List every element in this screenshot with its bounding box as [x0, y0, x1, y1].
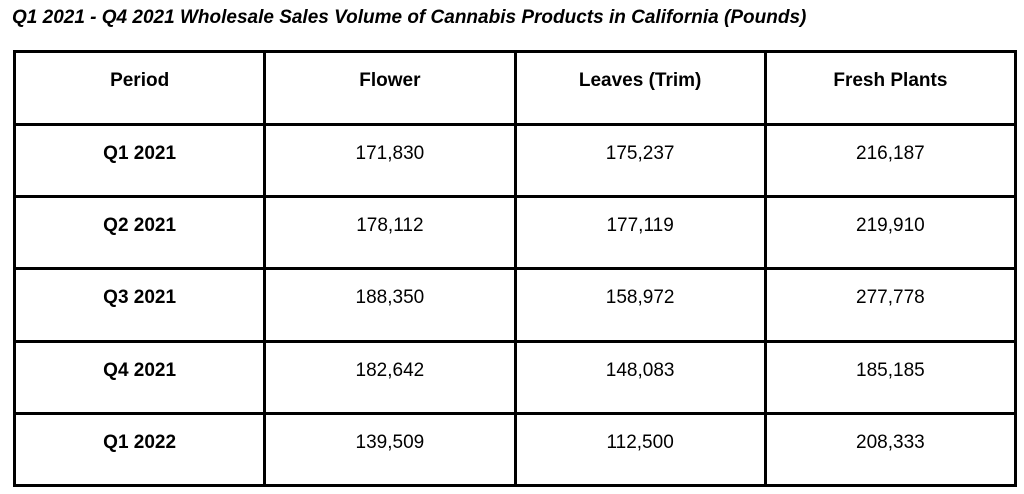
row-period-cell: Q1 2022 [12, 411, 267, 488]
table-row: Q1 2021 171,830 175,237 216,187 [12, 122, 1018, 199]
table-row: Q3 2021 188,350 158,972 277,778 [12, 267, 1018, 343]
leaves-trim-value-cell: 112,500 [513, 411, 767, 488]
row-period-cell: Q4 2021 [12, 339, 267, 415]
leaves-trim-value-cell: 158,972 [513, 267, 767, 343]
flower-value-cell: 188,350 [263, 267, 517, 343]
leaves-trim-value-cell: 148,083 [513, 339, 767, 415]
header-period: Period [12, 50, 267, 126]
row-period-cell: Q1 2021 [12, 122, 267, 199]
leaves-trim-value-cell: 175,237 [513, 122, 767, 199]
sales-volume-table: Period Flower Leaves (Trim) Fresh Plants… [12, 50, 1018, 488]
header-fresh-plants: Fresh Plants [763, 50, 1018, 126]
header-row: Period Flower Leaves (Trim) Fresh Plants [12, 50, 1018, 126]
table-row: Q4 2021 182,642 148,083 185,185 [12, 339, 1018, 415]
table-row: Q2 2021 178,112 177,119 219,910 [12, 195, 1018, 271]
flower-value-cell: 139,509 [263, 411, 517, 488]
flower-value-cell: 171,830 [263, 122, 517, 199]
fresh-plants-value-cell: 185,185 [763, 339, 1018, 415]
table-title: Q1 2021 - Q4 2021 Wholesale Sales Volume… [12, 7, 807, 28]
table-header: Period Flower Leaves (Trim) Fresh Plants [12, 50, 1018, 126]
fresh-plants-value-cell: 216,187 [763, 122, 1018, 199]
header-leaves-trim: Leaves (Trim) [513, 50, 767, 126]
header-flower: Flower [263, 50, 517, 126]
flower-value-cell: 182,642 [263, 339, 517, 415]
table-body: Q1 2021 171,830 175,237 216,187 Q2 2021 … [12, 122, 1018, 488]
row-period-cell: Q3 2021 [12, 267, 267, 343]
fresh-plants-value-cell: 277,778 [763, 267, 1018, 343]
row-period-cell: Q2 2021 [12, 195, 267, 271]
flower-value-cell: 178,112 [263, 195, 517, 271]
fresh-plants-value-cell: 219,910 [763, 195, 1018, 271]
leaves-trim-value-cell: 177,119 [513, 195, 767, 271]
table-row: Q1 2022 139,509 112,500 208,333 [12, 411, 1018, 488]
fresh-plants-value-cell: 208,333 [763, 411, 1018, 488]
